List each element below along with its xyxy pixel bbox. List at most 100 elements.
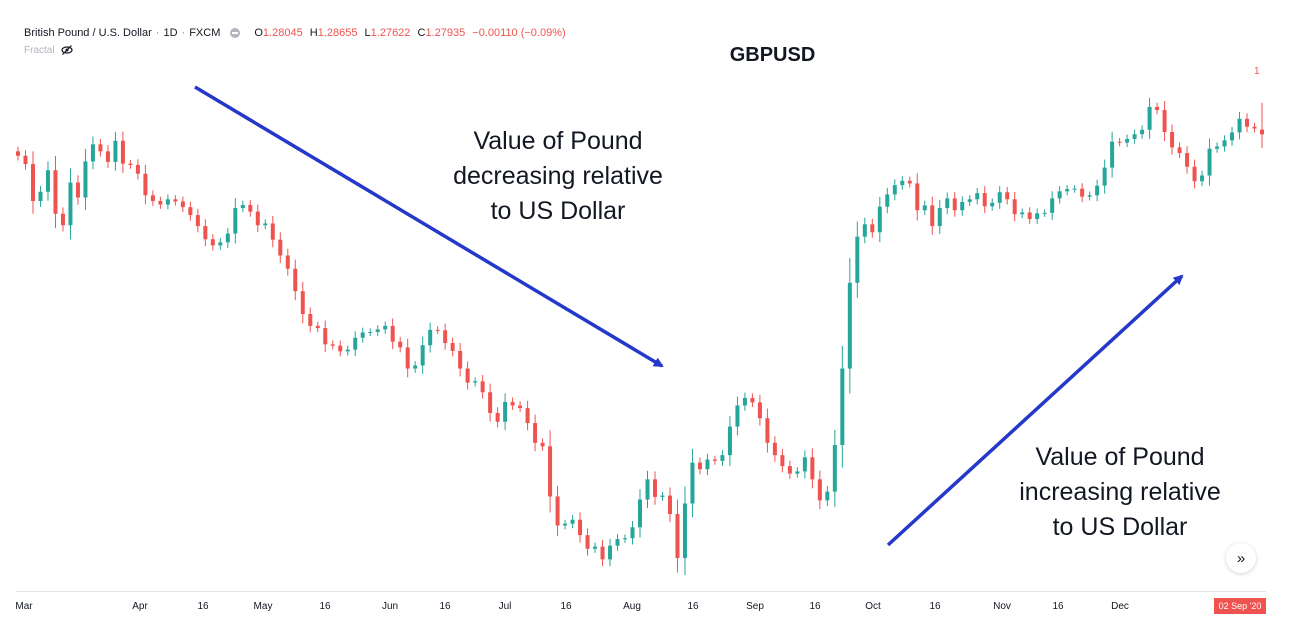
- candle-body: [832, 445, 837, 492]
- candle-body: [855, 236, 860, 283]
- down-trend-arrow: [194, 85, 664, 368]
- candle-body: [473, 381, 478, 383]
- candle-body: [323, 328, 328, 345]
- up-annotation-line: Value of Pound: [1035, 443, 1205, 471]
- candle-body: [1005, 192, 1010, 200]
- ohlc-values: O1.28045 H1.28655 L1.27622 C1.27935 −0.0…: [254, 27, 566, 39]
- candle-body: [413, 365, 418, 369]
- candle-body: [1140, 129, 1145, 135]
- x-tick-label: 16: [1052, 601, 1064, 612]
- candle-body: [997, 192, 1002, 203]
- candle-body: [1042, 212, 1047, 214]
- crosshair-date-badge: 02 Sep '20: [1214, 598, 1266, 614]
- x-tick-label: Sep: [746, 601, 764, 612]
- candle-body: [1260, 129, 1264, 135]
- candle-body: [1192, 166, 1197, 182]
- candle-body: [555, 496, 560, 526]
- candle-body: [877, 206, 882, 233]
- candle-body: [593, 546, 598, 549]
- candle-body: [518, 405, 523, 409]
- candle-body: [458, 350, 463, 369]
- double-chevron-right-icon: »: [1236, 549, 1246, 567]
- scroll-to-realtime-button[interactable]: »: [1226, 543, 1256, 573]
- candle-body: [1072, 188, 1077, 190]
- candle-body: [1110, 141, 1115, 168]
- candle-body: [390, 325, 395, 342]
- interval[interactable]: 1D: [163, 27, 178, 39]
- candle-body: [952, 198, 957, 211]
- candle-body: [1012, 199, 1017, 215]
- candle-body: [930, 205, 935, 227]
- candle-body: [608, 545, 613, 560]
- candle-body: [1185, 153, 1190, 167]
- candle-body: [1057, 191, 1062, 199]
- candle-body: [1230, 132, 1235, 141]
- candle-body: [1207, 148, 1212, 176]
- indicator-legend[interactable]: Fractal: [24, 44, 73, 56]
- candle-body: [787, 466, 792, 474]
- candle-body: [428, 329, 433, 346]
- symbol-name[interactable]: British Pound / U.S. Dollar: [24, 27, 152, 39]
- symbol-legend[interactable]: British Pound / U.S. Dollar · 1D · FXCM …: [24, 27, 566, 39]
- x-tick-label: Oct: [865, 601, 881, 612]
- candle-body: [233, 208, 238, 234]
- candle-body: [293, 268, 298, 292]
- candle-body: [922, 205, 927, 211]
- candle-body: [623, 538, 628, 540]
- candle-body: [1035, 213, 1040, 220]
- candle-body: [270, 223, 275, 240]
- candle-body: [135, 164, 140, 174]
- candle-body: [1237, 118, 1242, 133]
- candle-body: [967, 199, 972, 202]
- candle-body: [1170, 131, 1175, 148]
- candle-body: [23, 155, 28, 165]
- candle-body: [570, 519, 575, 524]
- down-annotation-line: to US Dollar: [490, 197, 626, 225]
- time-axis[interactable]: [16, 591, 1266, 592]
- candle-body: [225, 233, 230, 243]
- candle-body: [652, 479, 657, 497]
- candle-body: [1162, 110, 1167, 132]
- candle-body: [1050, 198, 1055, 213]
- candle-body: [368, 332, 373, 334]
- candle-body: [180, 201, 185, 208]
- candle-body: [885, 194, 890, 207]
- candle-body: [1080, 188, 1085, 197]
- candle-body: [735, 405, 740, 427]
- candle-body: [360, 332, 365, 338]
- x-tick-label: May: [254, 601, 273, 612]
- candle-body: [870, 224, 875, 233]
- x-tick-label: Apr: [132, 601, 148, 612]
- x-tick-label: 16: [809, 601, 821, 612]
- down-annotation-line: Value of Pound: [473, 127, 643, 155]
- close-value: 1.27935: [425, 27, 466, 39]
- candle-body: [600, 546, 605, 560]
- candle-body: [1155, 106, 1160, 111]
- candle-body: [712, 459, 717, 461]
- candle-body: [150, 195, 155, 202]
- candle-body: [68, 182, 73, 226]
- candle-body: [578, 519, 583, 536]
- candle-body: [847, 282, 852, 369]
- candle-body: [495, 412, 500, 422]
- candle-body: [30, 164, 35, 202]
- indicator-name[interactable]: Fractal: [24, 44, 55, 56]
- candle-body: [75, 182, 80, 198]
- candle-body: [742, 397, 747, 406]
- x-tick-label: Aug: [623, 601, 641, 612]
- candle-body: [840, 368, 845, 446]
- candle-body: [825, 491, 830, 501]
- candle-body: [113, 140, 118, 162]
- candle-body: [480, 381, 485, 393]
- candle-body: [240, 204, 245, 209]
- x-tick-label: Mar: [15, 601, 33, 612]
- x-tick-label: Dec: [1111, 601, 1129, 612]
- candle-body: [817, 479, 822, 501]
- candle-body: [757, 402, 762, 419]
- candle-body: [203, 226, 208, 240]
- change-value: −0.00110 (−0.09%): [472, 27, 566, 39]
- eye-crossed-icon[interactable]: [60, 44, 73, 56]
- collapse-legend-icon[interactable]: [230, 28, 241, 38]
- candle-body: [53, 170, 58, 214]
